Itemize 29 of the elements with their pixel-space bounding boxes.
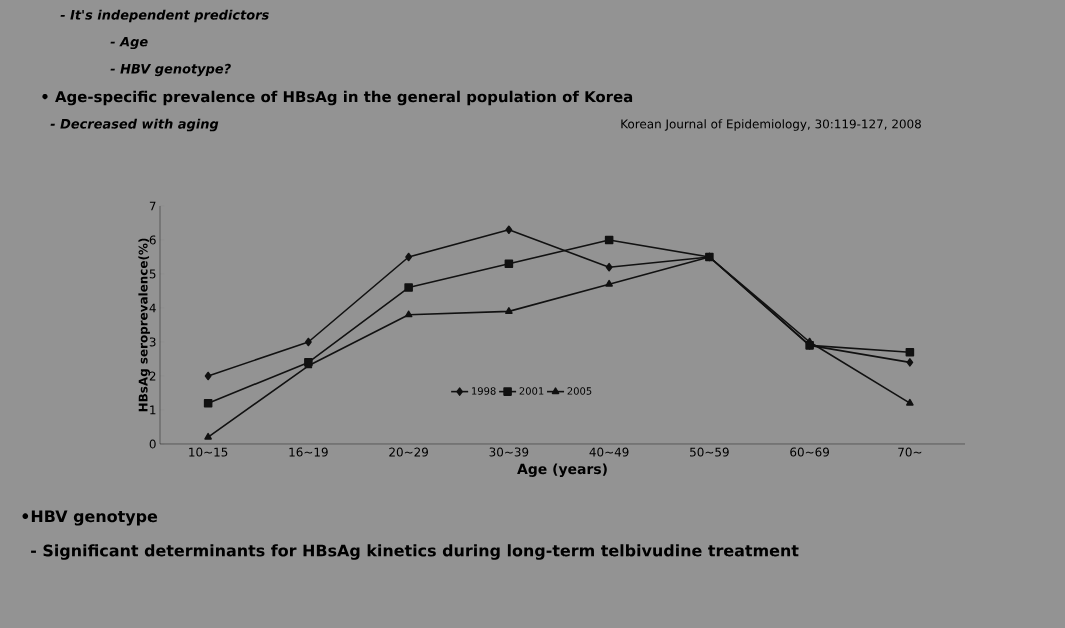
x-tick-label: 70~ (898, 447, 922, 457)
text: - Age (110, 36, 148, 50)
text: - It's independent predictors (60, 9, 269, 23)
text: Korean Journal of Epidemiology, 30:119-127, 2008 (621, 119, 921, 131)
x-axis-title: Age (years) (517, 463, 607, 477)
x-tick-label: 16~19 (289, 447, 328, 457)
y-tick-label: 7 (149, 201, 156, 211)
y-tick-label: 5 (149, 269, 156, 279)
y-tick-label: 3 (149, 337, 156, 347)
x-tick-label: 10~15 (189, 447, 228, 457)
y-tick-label: 2 (149, 371, 156, 381)
legend-label: 1998 (472, 387, 496, 395)
x-tick-label: 50~59 (690, 447, 729, 457)
y-tick-label: 6 (149, 235, 156, 245)
legend-label: 2005 (567, 387, 592, 395)
text: - Significant determinants for HBsAg kinetics during long-term telbivudine treatment (31, 544, 799, 560)
x-tick-label: 60~69 (790, 447, 829, 457)
x-tick-label: 30~39 (489, 447, 529, 457)
legend-label: 2001 (519, 387, 544, 395)
x-tick-label: 20~29 (389, 447, 428, 457)
y-tick-label: 1 (150, 405, 156, 415)
x-tick-label: 40~49 (589, 447, 629, 457)
text: - HBV genotype? (110, 63, 231, 77)
text: •HBV genotype (22, 510, 158, 526)
text: • Age-specific prevalence of HBsAg in the general population of Korea (42, 90, 633, 106)
y-tick-label: 4 (149, 303, 156, 313)
y-tick-label: 0 (149, 439, 156, 449)
text: - Decreased with aging (50, 118, 219, 132)
y-axis-title: HBsAg seroprevalence(%) (138, 238, 151, 412)
